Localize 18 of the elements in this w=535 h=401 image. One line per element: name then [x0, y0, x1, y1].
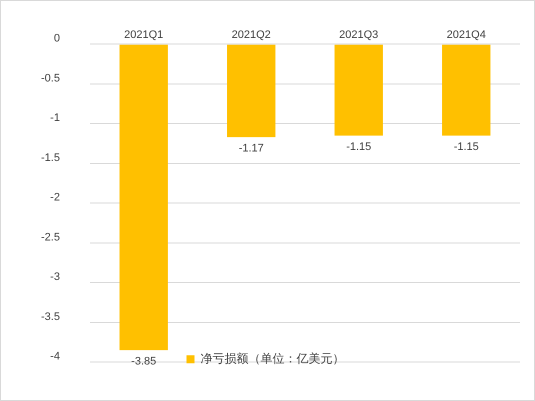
y-tick-label: -3: [50, 271, 60, 284]
legend-label: 净亏损额（单位：亿美元）: [200, 352, 344, 366]
y-tick-label: -1.5: [40, 152, 60, 164]
y-tick-label: -1: [50, 112, 60, 124]
data-label: -1.17: [238, 142, 264, 155]
y-tick-label: -3.5: [40, 310, 60, 323]
x-tick-label: 2021Q4: [446, 28, 486, 41]
data-label: -1.15: [346, 141, 372, 154]
y-tick-label: -0.5: [40, 72, 60, 84]
y-tick-label: -2.5: [40, 231, 60, 244]
x-tick-label: 2021Q3: [339, 28, 378, 41]
y-tick-label: -2: [50, 192, 60, 204]
x-tick-label: 2021Q2: [232, 28, 271, 41]
data-label: -3.85: [131, 356, 156, 368]
x-tick-label: 2021Q1: [124, 28, 164, 41]
data-label: -1.15: [454, 141, 479, 154]
y-tick-label: -4: [50, 350, 60, 363]
y-tick-label: 0: [54, 32, 60, 45]
